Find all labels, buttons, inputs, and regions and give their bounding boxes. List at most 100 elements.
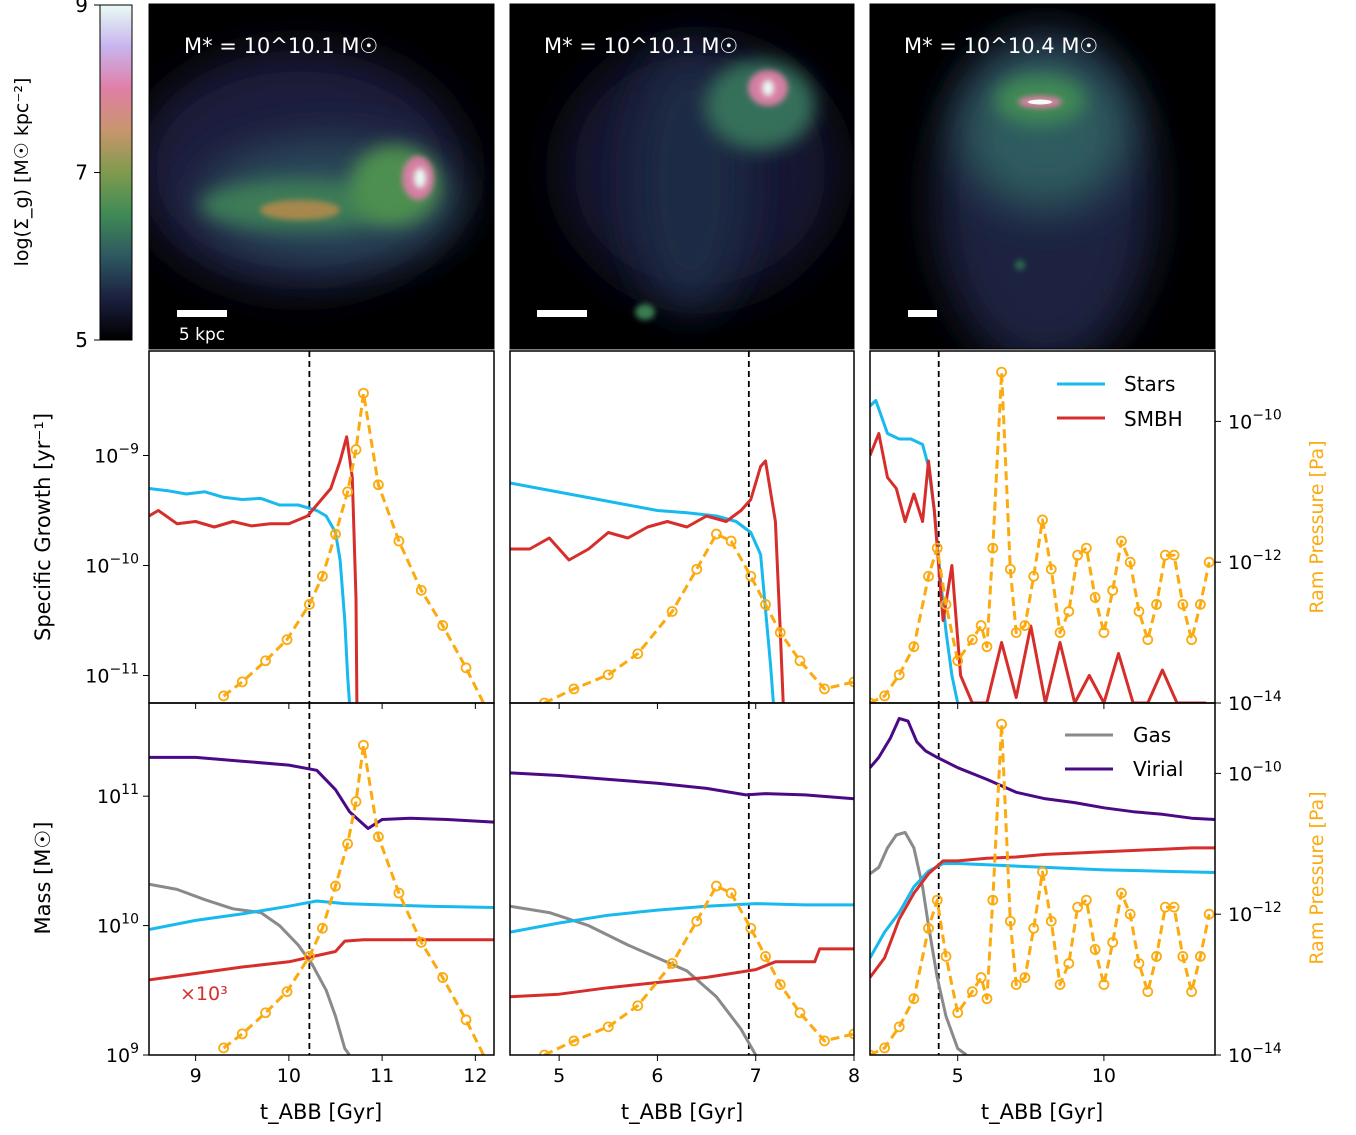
ram-pressure-marker	[1168, 901, 1180, 913]
ram-pressure-marker	[1186, 634, 1198, 646]
ram-pressure-marker	[632, 1000, 644, 1012]
x-tick-label: 5	[553, 1065, 565, 1087]
ram-pressure-marker	[987, 894, 999, 906]
ram-pressure-marker	[1063, 958, 1075, 969]
ram-pressure-marker	[632, 648, 644, 660]
ram-pressure-marker	[1107, 584, 1119, 596]
series-ram-pressure	[222, 743, 486, 1055]
ram-pressure-marker	[372, 479, 384, 491]
ram-pressure-marker	[975, 972, 987, 983]
ram-pressure-marker	[923, 922, 934, 934]
ram-pressure-marker	[745, 922, 757, 934]
ram-pressure-marker	[372, 831, 384, 843]
ram-pressure-marker	[666, 958, 678, 969]
ram-pressure-marker	[1133, 958, 1145, 969]
ram-pressure-marker	[996, 366, 1007, 378]
series-stars	[870, 399, 960, 703]
smbh-factor-label: ×10³	[180, 983, 228, 1005]
legend-smbh-label: SMBH	[1124, 407, 1183, 431]
ram-y-tick-label: 10−10	[1228, 759, 1282, 785]
ram-pressure-marker	[1010, 627, 1022, 638]
plot-area	[149, 703, 494, 1055]
ram-y-tick-label: 10−12	[1228, 900, 1282, 926]
ram-pressure-marker	[539, 697, 550, 703]
ram-pressure-marker	[1142, 986, 1154, 998]
ram-pressure-marker	[711, 880, 722, 892]
ram-pressure-marker	[236, 1028, 248, 1040]
x-tick-label: 11	[370, 1065, 394, 1087]
ram-pressure-marker	[1045, 563, 1057, 575]
series-smbh	[149, 938, 494, 982]
series-smbh	[870, 846, 1215, 979]
ram-pressure-marker	[1072, 549, 1083, 561]
panel-mass-3: 5 10 10−14 10−12 10−10	[869, 702, 1282, 1087]
ram-pressure-marker	[358, 387, 369, 399]
ram-pressure-marker	[281, 986, 293, 998]
y-tick-label: 10−9	[94, 442, 139, 468]
ram-pressure-marker	[908, 641, 920, 653]
ram-pressure-marker	[1151, 951, 1162, 962]
series-stars	[149, 487, 351, 703]
legend-virial-label: Virial	[1133, 757, 1183, 781]
series-gas	[870, 830, 968, 1055]
series-smbh	[510, 947, 854, 999]
ram-pressure-marker	[981, 993, 993, 1005]
ram-pressure-marker	[745, 570, 757, 582]
mass-label-1: M* = 10^10.1 M☉	[184, 34, 378, 58]
ram-pressure-marker	[931, 542, 943, 554]
ram-pressure-marker	[218, 1042, 229, 1054]
ram-pressure-marker	[460, 662, 472, 674]
panel-growth-2	[509, 350, 855, 709]
series-smbh	[510, 459, 785, 703]
ram-pressure-marker	[1080, 542, 1092, 554]
ram-pressure-marker	[1194, 951, 1206, 962]
ram-pressure-marker	[602, 669, 614, 681]
ram-pressure-marker	[1054, 627, 1066, 638]
ram-pressure-marker	[879, 690, 891, 702]
ram-pressure-marker	[1098, 979, 1110, 990]
ram-pressure-marker	[1063, 606, 1075, 617]
series-virial	[870, 717, 1215, 821]
ram-pressure-marker	[1045, 915, 1057, 927]
ram-pressure-marker	[393, 887, 405, 899]
ram-pressure-marker	[1133, 606, 1145, 617]
ram-pressure-marker	[1203, 556, 1215, 568]
panel-frame	[148, 350, 495, 704]
x-tick-label: 12	[463, 1065, 487, 1087]
legend-mass: Gas Virial	[1065, 723, 1183, 781]
ram-pressure-marker	[774, 627, 786, 638]
ram-pressure-marker	[1028, 922, 1040, 934]
mass-ylabel: Mass [M☉]	[31, 822, 55, 935]
scale-bar-label: 5 kpc	[179, 325, 225, 345]
ram-pressure-marker	[342, 486, 354, 498]
ram-pressure-marker	[281, 634, 293, 646]
ram-pressure-marker	[602, 1021, 614, 1033]
ram-pressure-marker	[981, 641, 993, 653]
y-tick-label: 10−11	[85, 662, 139, 688]
ram-pressure-marker	[393, 535, 405, 547]
ram-y-tick-label: 10−12	[1228, 548, 1282, 574]
ram-pressure-marker	[218, 690, 229, 702]
ram-pressure-marker	[568, 683, 580, 695]
ram-pressure-marker	[952, 1007, 964, 1019]
ram-pressure-marker	[725, 535, 737, 547]
scale-bar-2	[537, 310, 587, 317]
ram-pressure-marker	[1080, 894, 1092, 906]
legend-stars-label: Stars	[1124, 372, 1175, 396]
panel-frame	[148, 702, 495, 1056]
x-tick-label: 6	[651, 1065, 663, 1087]
gas-image-1	[149, 4, 494, 349]
ram-pressure-marker	[317, 570, 328, 582]
y-tick-label: 1010	[97, 912, 139, 938]
series-virial	[149, 755, 494, 830]
y-tick-label: 10−10	[85, 552, 139, 578]
ram-pressure-marker	[1107, 936, 1119, 948]
ram-pressure-marker	[1089, 944, 1101, 955]
colorbar-tick-label: 5	[75, 328, 88, 352]
ram-y-tick-label: 10−10	[1228, 407, 1282, 433]
ram-pressure-marker	[1194, 599, 1206, 610]
ram-pressure-marker	[923, 570, 934, 582]
panel-frame	[509, 702, 855, 1056]
ram-pressure-marker	[711, 528, 722, 540]
series-smbh	[870, 432, 1207, 703]
